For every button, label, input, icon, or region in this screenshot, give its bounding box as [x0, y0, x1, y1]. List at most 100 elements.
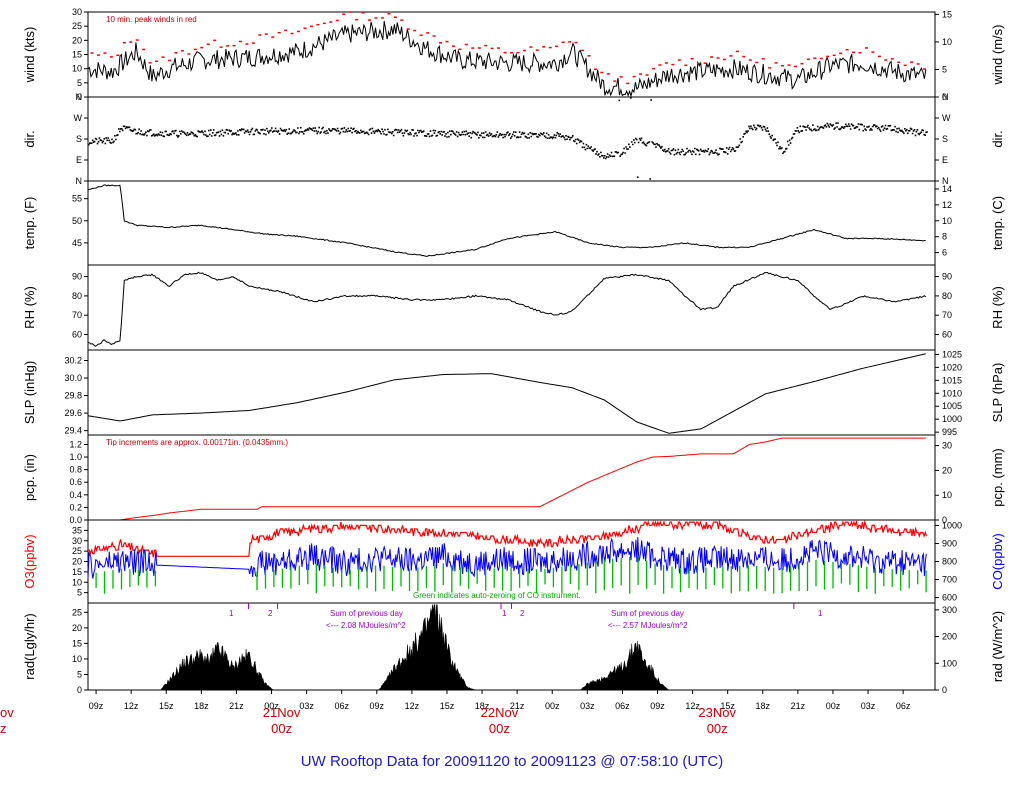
- panel-frame: [87, 264, 936, 351]
- left-tick-label: 30: [72, 536, 82, 546]
- x-tick-label: 03z: [861, 701, 876, 711]
- left-tick-label: 25: [72, 546, 82, 556]
- left-tick-label: N: [76, 176, 83, 186]
- panel-dir: dir. dir. N E S W N N E S W N: [22, 92, 1005, 186]
- left-tick-label: W: [74, 113, 83, 123]
- radiation-day-3: [579, 640, 670, 691]
- time-axis: 09z 12z 15z 18z 21z 00z 03z 06z 09z 12z 15z 18z 21z 0…: [0, 690, 911, 736]
- x-tick-label: 09z: [89, 701, 104, 711]
- right-tick-label: 1025: [942, 349, 962, 359]
- right-tick-label: 1020: [942, 362, 962, 372]
- panel-right-label: CO(ppbv): [990, 533, 1005, 589]
- rad-marker-5: 1: [818, 609, 823, 618]
- co-zero-spikes: [95, 556, 927, 594]
- right-tick-label: 800: [942, 557, 957, 567]
- rad-marker-4: 2: [520, 609, 525, 618]
- right-tick-label: 5: [942, 64, 947, 74]
- panel-left-label: SLP (inHg): [22, 361, 37, 424]
- rad-marker-2: 2: [268, 609, 273, 618]
- right-tick-label: 1005: [942, 401, 962, 411]
- day-label-date: 23Nov: [698, 705, 736, 720]
- slp-line: [87, 353, 926, 434]
- right-tick-label: 14: [942, 184, 952, 194]
- right-tick-label: 0: [942, 685, 947, 695]
- left-tick-label: 0.2: [69, 502, 82, 512]
- x-tick-label: 18z: [756, 701, 771, 711]
- left-tick-label: 5: [77, 588, 82, 598]
- right-tick-label: 10: [942, 216, 952, 226]
- x-tick-label: 00z: [545, 701, 560, 711]
- x-tick-label: 12z: [685, 701, 700, 711]
- panel-right-label: rad (W/m^2): [990, 611, 1005, 682]
- panel-left-label: RH (%): [22, 286, 37, 329]
- left-tick-label: 5: [77, 78, 82, 88]
- right-tick-label: 0: [942, 515, 947, 525]
- left-tick-label: 60: [72, 330, 82, 340]
- panel-right-label: temp. (C): [990, 196, 1005, 250]
- x-tick-label: 12z: [405, 701, 420, 711]
- left-tick-label: 20: [72, 557, 82, 567]
- left-tick-label: 0.4: [69, 490, 82, 500]
- left-tick-label: 25: [72, 21, 82, 31]
- left-tick-label: 15: [72, 50, 82, 60]
- panel-right-label: RH (%): [990, 286, 1005, 329]
- x-tick-label: 12z: [124, 701, 139, 711]
- left-tick-label: 45: [72, 238, 82, 248]
- right-tick-label: 12: [942, 200, 952, 210]
- x-tick-label: 15z: [440, 701, 455, 711]
- rad-sum-2-value: <--- 2.57 MJoules/m^2: [608, 621, 688, 630]
- panel-left-label: O3(ppbv): [22, 534, 37, 588]
- x-tick-label: 06z: [334, 701, 349, 711]
- x-tick-label: 06z: [896, 701, 911, 711]
- x-tick-label: 00z: [826, 701, 841, 711]
- panel-rad: rad(Lgly/hr) rad (W/m^2) 0 5 10 15 20 25 0 100 200…: [22, 602, 1005, 695]
- day-label-date: 22Nov: [481, 705, 519, 720]
- left-tick-label: 29.8: [64, 391, 82, 401]
- left-tick-label: 1.2: [69, 439, 82, 449]
- x-tick-label: 21z: [229, 701, 244, 711]
- left-tick-label: 70: [72, 310, 82, 320]
- left-tick-label: 50: [72, 216, 82, 226]
- rad-sum-2-title: Sum of previous day: [611, 609, 684, 618]
- panel-left-label: rad(Lgly/hr): [22, 613, 37, 679]
- panel-temp: temp. (F) temp. (C) 45 50 55 6 8 10 12 14: [22, 180, 1005, 266]
- left-tick-label: 5: [77, 669, 82, 679]
- x-tick-label: 18z: [194, 701, 209, 711]
- panel-frame: [87, 349, 936, 436]
- day-label-hour: 00z: [271, 721, 292, 736]
- left-tick-label: N: [76, 92, 83, 102]
- right-tick-label: 995: [942, 427, 957, 437]
- wind-speed-line: [87, 21, 927, 98]
- o3-line: [88, 519, 928, 558]
- left-tick-label: S: [76, 134, 82, 144]
- left-tick-label: 0: [77, 685, 82, 695]
- panel-left-label: pcp. (in): [22, 454, 37, 501]
- pcp-line: [88, 437, 926, 521]
- day-label-hour: 00z: [489, 721, 510, 736]
- panel-left-label: temp. (F): [22, 197, 37, 250]
- panel-right-label: wind (m/s): [990, 25, 1005, 86]
- x-tick-label: 21z: [510, 701, 525, 711]
- right-tick-label: 10: [942, 490, 952, 500]
- left-tick-label: E: [76, 155, 82, 165]
- panel-left-label: dir.: [22, 130, 37, 147]
- right-tick-label: 900: [942, 538, 957, 548]
- co-line: [87, 537, 927, 579]
- right-tick-label: W: [942, 113, 951, 123]
- left-tick-label: 35: [72, 525, 82, 535]
- x-tick-label: 03z: [299, 701, 314, 711]
- right-tick-label: 6: [942, 248, 947, 258]
- right-tick-label: 1015: [942, 375, 962, 385]
- radiation-day-1: [160, 641, 282, 691]
- right-tick-label: N: [942, 176, 949, 186]
- left-tick-label: 1.0: [69, 452, 82, 462]
- left-tick-label: 0.6: [69, 477, 82, 487]
- left-tick-label: 55: [72, 194, 82, 204]
- left-tick-label: 10: [72, 577, 82, 587]
- right-tick-label: 30: [942, 441, 952, 451]
- day-label-date: 21Nov: [263, 705, 301, 720]
- right-tick-label: 20: [942, 465, 952, 475]
- right-tick-label: 15: [942, 9, 952, 19]
- left-tick-label: 30.2: [64, 356, 82, 366]
